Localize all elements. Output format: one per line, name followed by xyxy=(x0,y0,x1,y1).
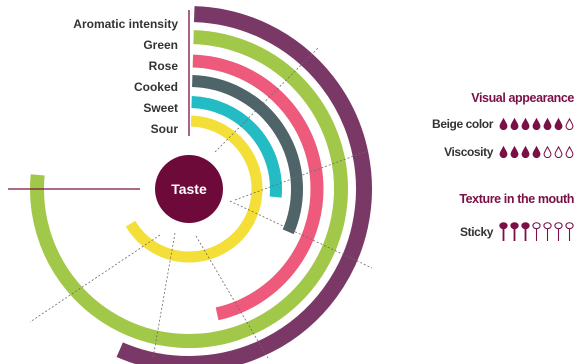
series-label-aromatic-intensity: Aromatic intensity xyxy=(73,17,178,31)
viscosity-row: Viscosity xyxy=(444,145,574,159)
spoon-filled-icon xyxy=(510,222,519,241)
ring-bar-rose xyxy=(192,54,324,321)
ring-bars xyxy=(30,6,372,364)
sticky-row: Sticky xyxy=(460,222,574,242)
sticky-label: Sticky xyxy=(460,225,493,239)
viscosity-label: Viscosity xyxy=(444,145,493,159)
ring-bar-aromatic-intensity xyxy=(116,6,372,364)
drop-filled-icon xyxy=(499,118,508,130)
spoon-empty-icon xyxy=(532,222,541,241)
drop-filled-icon xyxy=(554,118,563,130)
spoon-filled-icon xyxy=(499,222,508,241)
beige-color-label: Beige color xyxy=(432,117,493,131)
drop-empty-icon xyxy=(543,146,552,158)
drop-filled-icon xyxy=(521,146,530,158)
texture-title: Texture in the mouth xyxy=(459,192,574,206)
spoon-filled-icon xyxy=(521,222,530,241)
spoon-empty-icon xyxy=(565,222,574,241)
sticky-rating xyxy=(499,222,574,242)
ring-bar-sour xyxy=(125,115,263,263)
drop-filled-icon xyxy=(521,118,530,130)
series-label-sweet: Sweet xyxy=(143,101,178,115)
spoon-empty-icon xyxy=(554,222,563,241)
spoon-empty-icon xyxy=(543,222,552,241)
visual-appearance-title: Visual appearance xyxy=(471,91,574,105)
guide-line xyxy=(152,232,176,359)
drop-empty-icon xyxy=(565,146,574,158)
guide-lines xyxy=(29,47,373,359)
guide-line xyxy=(214,47,319,153)
ring-bar-cooked xyxy=(192,75,303,235)
series-label-cooked: Cooked xyxy=(134,80,178,94)
attribute-panel: Visual appearance Beige color Viscosity … xyxy=(400,0,578,364)
center-label: Taste xyxy=(171,181,207,197)
drop-filled-icon xyxy=(510,146,519,158)
drop-empty-icon xyxy=(565,118,574,130)
series-label-green: Green xyxy=(143,38,178,52)
drop-filled-icon xyxy=(510,118,519,130)
series-label-sour: Sour xyxy=(151,122,179,136)
center-circle xyxy=(155,155,223,223)
radial-chart: Aromatic intensity Green Rose Cooked Sweet So… xyxy=(8,6,373,364)
drop-filled-icon xyxy=(499,146,508,158)
viscosity-rating xyxy=(499,146,574,158)
beige-color-rating xyxy=(499,118,574,130)
beige-color-row: Beige color xyxy=(432,117,574,131)
series-labels: Aromatic intensity Green Rose Cooked Sweet So… xyxy=(73,10,190,136)
drop-filled-icon xyxy=(532,146,541,158)
drop-filled-icon xyxy=(532,118,541,130)
ring-bar-sweet xyxy=(191,96,282,198)
series-label-rose: Rose xyxy=(149,59,179,73)
drop-filled-icon xyxy=(543,118,552,130)
drop-empty-icon xyxy=(554,146,563,158)
ring-bar-green xyxy=(30,30,348,348)
